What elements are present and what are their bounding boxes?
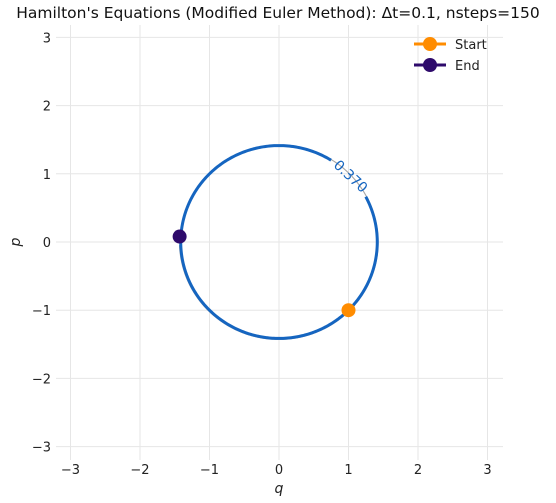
x-tick-label: −1 xyxy=(200,463,219,478)
y-tick-label: 3 xyxy=(43,31,51,46)
tick-layer: −3 −2 −1 0 1 2 3 −3 −2 −1 0 1 2 3 xyxy=(32,31,492,478)
y-tick-label: −1 xyxy=(32,304,51,319)
x-axis-label: q xyxy=(275,481,284,497)
start-marker xyxy=(341,303,356,318)
energy-contour-line xyxy=(179,144,379,340)
contour-level-label: 0.370 xyxy=(330,157,370,196)
y-tick-label: 2 xyxy=(43,100,51,115)
x-tick-label: −2 xyxy=(130,463,149,478)
x-tick-label: 2 xyxy=(414,463,422,478)
x-tick-label: 3 xyxy=(483,463,491,478)
y-tick-label: 1 xyxy=(43,168,51,183)
legend-end-label: End xyxy=(455,59,480,74)
x-tick-label: 0 xyxy=(275,463,283,478)
x-tick-label: 1 xyxy=(344,463,352,478)
legend-end-marker xyxy=(423,58,437,72)
legend: Start End xyxy=(414,37,487,74)
legend-start-label: Start xyxy=(455,38,487,53)
y-axis-label: p xyxy=(8,237,24,247)
legend-start-marker xyxy=(423,37,437,51)
chart-title: Hamilton's Equations (Modified Euler Met… xyxy=(16,4,540,22)
x-tick-label: −3 xyxy=(61,463,80,478)
marker-layer xyxy=(172,229,356,318)
end-marker xyxy=(172,229,187,244)
y-tick-label: 0 xyxy=(43,236,51,251)
y-tick-label: −2 xyxy=(32,372,51,387)
y-tick-label: −3 xyxy=(32,441,51,456)
grid-layer xyxy=(56,25,503,460)
